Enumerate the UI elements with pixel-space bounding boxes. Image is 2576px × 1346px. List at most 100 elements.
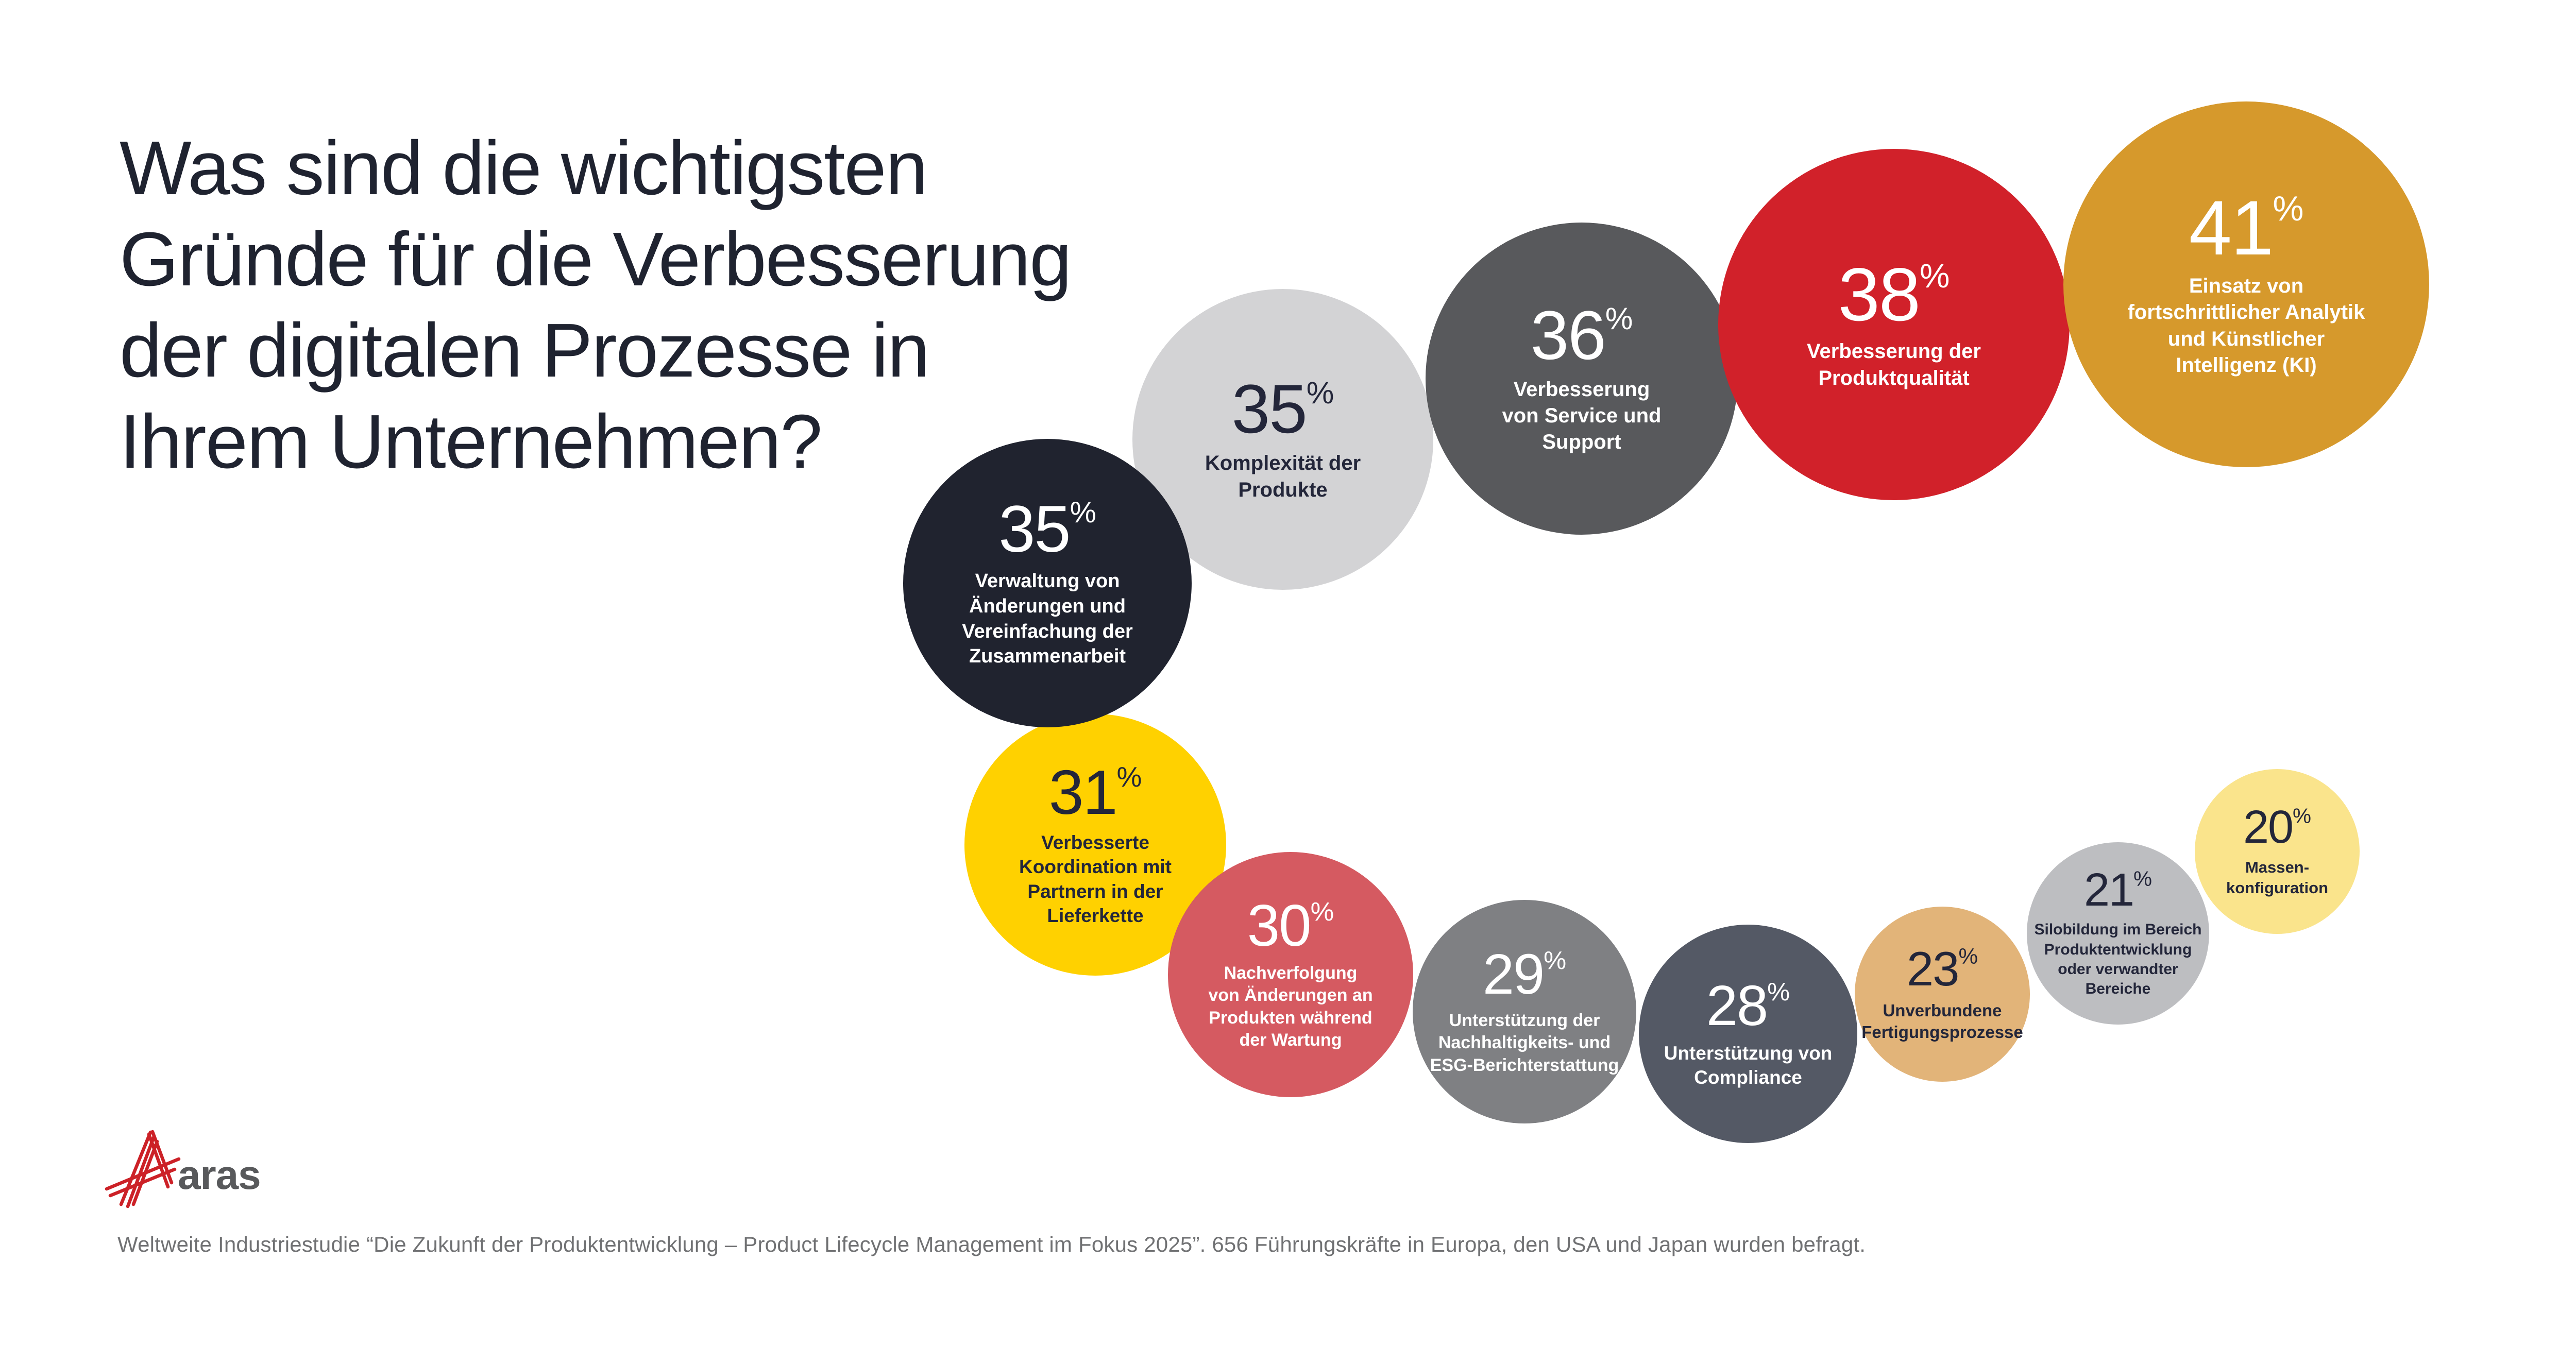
bubble-label: Komplexität der Produkte: [1205, 450, 1361, 503]
bubble-label-line: Änderungen und: [969, 595, 1126, 618]
percent-sign: %: [1070, 496, 1096, 530]
percent-sign: %: [2273, 189, 2304, 228]
bubble-label-line: Silobildung im Bereich: [2034, 921, 2202, 939]
bubble-label-line: Produkte: [1238, 478, 1328, 501]
aras-logo-text: aras: [178, 1152, 260, 1198]
bubble-number: 21: [2083, 864, 2134, 916]
bubble-label-line: Bereiche: [2085, 980, 2151, 998]
bubble-label: Silobildung im Bereich Produktentwicklung…: [2034, 920, 2201, 999]
bubble-label: Verwaltung von Änderungen und Vereinfachun…: [962, 569, 1133, 669]
bubble-10-23pct: 23% Unverbundene Fertigungsprozesse: [1855, 907, 2030, 1082]
bubble-label-line: Massen-: [2245, 858, 2310, 877]
bubble-label-line: Zusammenarbeit: [969, 645, 1126, 668]
bubble-label: Verbesserte Koordination mit Partnern in d…: [1019, 830, 1172, 928]
bubble-label: Unverbundene Fertigungsprozesse: [1861, 1000, 2023, 1043]
bubble-label: Verbesserung von Service und Support: [1502, 377, 1662, 456]
bubble-6-31pct: 31% Verbesserte Koordination mit Partnern i…: [964, 714, 1226, 976]
bubble-1-41pct: 41% Einsatz von fortschrittlicher Analytik…: [2063, 101, 2429, 467]
title-line: Was sind die wichtigsten: [120, 126, 928, 211]
percent-sign: %: [1605, 300, 1633, 336]
bubble-label-line: Verbesserte: [1041, 832, 1149, 854]
bubble-number: 31: [1048, 757, 1118, 827]
bubble-label-line: Verbesserung der: [1807, 340, 1981, 363]
bubble-label-line: Produktqualität: [1818, 366, 1970, 389]
bubble-label-line: Nachhaltigkeits- und: [1438, 1033, 1611, 1053]
bubble-value: 29%: [1482, 942, 1567, 1006]
bubble-label-line: konfiguration: [2226, 879, 2329, 897]
bubble-label-line: Einsatz von: [2189, 275, 2304, 298]
bubble-value: 35%: [1231, 371, 1334, 448]
bubble-number: 29: [1482, 942, 1545, 1006]
bubble-number: 36: [1530, 297, 1606, 374]
bubble-value: 20%: [2243, 802, 2312, 854]
bubble-value: 21%: [2084, 867, 2152, 913]
percent-sign: %: [1306, 374, 1334, 410]
bubble-label-line: von Service und: [1502, 404, 1662, 428]
bubble-label-line: Unverbundene: [1883, 1000, 2002, 1020]
bubble-3-36pct: 36% Verbesserung von Service und Support: [1426, 223, 1738, 535]
bubble-label-line: Partnern in der: [1027, 880, 1163, 902]
bubble-label: Einsatz von fortschrittlicher Analytik und…: [2128, 273, 2365, 379]
percent-sign: %: [1310, 897, 1334, 927]
title-line: Gründe für die Verbesserung: [120, 217, 1072, 302]
percent-sign: %: [1958, 944, 1978, 969]
title-line: der digitalen Prozesse in: [120, 308, 930, 393]
bubble-value: 35%: [998, 492, 1096, 567]
bubble-label-line: fortschrittlicher Analytik: [2127, 301, 2365, 324]
bubble-number: 38: [1838, 252, 1921, 337]
bubble-label: Verbesserung der Produktqualität: [1807, 338, 1981, 391]
bubble-label-line: oder verwandter: [2058, 961, 2178, 978]
percent-sign: %: [2293, 804, 2312, 828]
bubble-12-20pct: 20% Massen-konfiguration: [2195, 769, 2360, 934]
bubble-number: 23: [1906, 941, 1960, 996]
bubble-label-line: ESG-Berichterstattung: [1430, 1055, 1619, 1075]
bubble-label-line: von Änderungen an: [1208, 985, 1373, 1006]
bubble-label-line: Verbesserung: [1513, 378, 1650, 401]
bubble-number: 28: [1706, 974, 1768, 1037]
bubble-value: 31%: [1048, 757, 1142, 827]
bubble-value: 30%: [1247, 893, 1334, 959]
percent-sign: %: [1919, 257, 1950, 295]
title-line: Ihrem Unternehmen?: [120, 399, 822, 484]
bubble-7-30pct: 30% Nachverfolgung von Änderungen an Produk…: [1168, 852, 1413, 1097]
aras-logo-mark: [105, 1130, 181, 1208]
bubble-2-38pct: 38% Verbesserung der Produktqualität: [1718, 149, 2070, 500]
bubble-number: 20: [2243, 802, 2294, 854]
bubble-value: 23%: [1906, 941, 1978, 996]
bubble-label-line: Lieferkette: [1047, 905, 1144, 927]
bubble-label-line: Compliance: [1694, 1066, 1802, 1088]
bubble-number: 41: [2189, 184, 2274, 271]
source-note: Weltweite Industriestudie “Die Zukunft d…: [117, 1232, 1866, 1256]
bubble-11-21pct: 21% Silobildung im Bereich Produktentwickl…: [2027, 842, 2209, 1025]
bubble-label-line: Support: [1542, 431, 1621, 454]
bubble-label-line: der Wartung: [1239, 1030, 1342, 1050]
bubble-label-line: Produktentwicklung: [2044, 941, 2192, 958]
bubble-label-line: Vereinfachung der: [962, 620, 1133, 642]
bubble-label-line: Fertigungsprozesse: [1861, 1023, 2023, 1042]
bubble-label-line: Unterstützung von: [1664, 1042, 1833, 1064]
percent-sign: %: [1116, 760, 1142, 793]
percent-sign: %: [2133, 866, 2153, 891]
aras-logo: aras: [105, 1130, 260, 1208]
percent-sign: %: [1767, 977, 1790, 1006]
bubble-label: Unterstützung von Compliance: [1664, 1041, 1833, 1090]
bubble-number: 35: [1231, 371, 1308, 448]
bubble-label: Nachverfolgung von Änderungen an Produkten…: [1208, 962, 1372, 1052]
bubble-number: 35: [998, 492, 1071, 567]
page-title: Was sind die wichtigsten Gründe für die …: [120, 123, 1072, 487]
bubble-label-line: Komplexität der: [1205, 452, 1361, 475]
bubble-value: 36%: [1530, 297, 1633, 374]
percent-sign: %: [1544, 946, 1567, 975]
bubble-8-29pct: 29% Unterstützung der Nachhaltigkeits- und…: [1413, 900, 1636, 1123]
bubble-label-line: Unterstützung der: [1449, 1010, 1600, 1030]
bubble-number: 30: [1247, 893, 1312, 959]
bubble-5-35pct: 35% Verwaltung von Änderungen und Vereinfac…: [903, 439, 1192, 727]
bubble-value: 38%: [1838, 252, 1950, 337]
bubble-9-28pct: 28% Unterstützung von Compliance: [1639, 925, 1857, 1143]
bubble-label-line: Verwaltung von: [975, 570, 1120, 592]
bubble-label-line: Intelligenz (KI): [2176, 353, 2317, 377]
bubble-label-line: Koordination mit: [1019, 856, 1172, 878]
bubble-value: 28%: [1706, 974, 1790, 1037]
